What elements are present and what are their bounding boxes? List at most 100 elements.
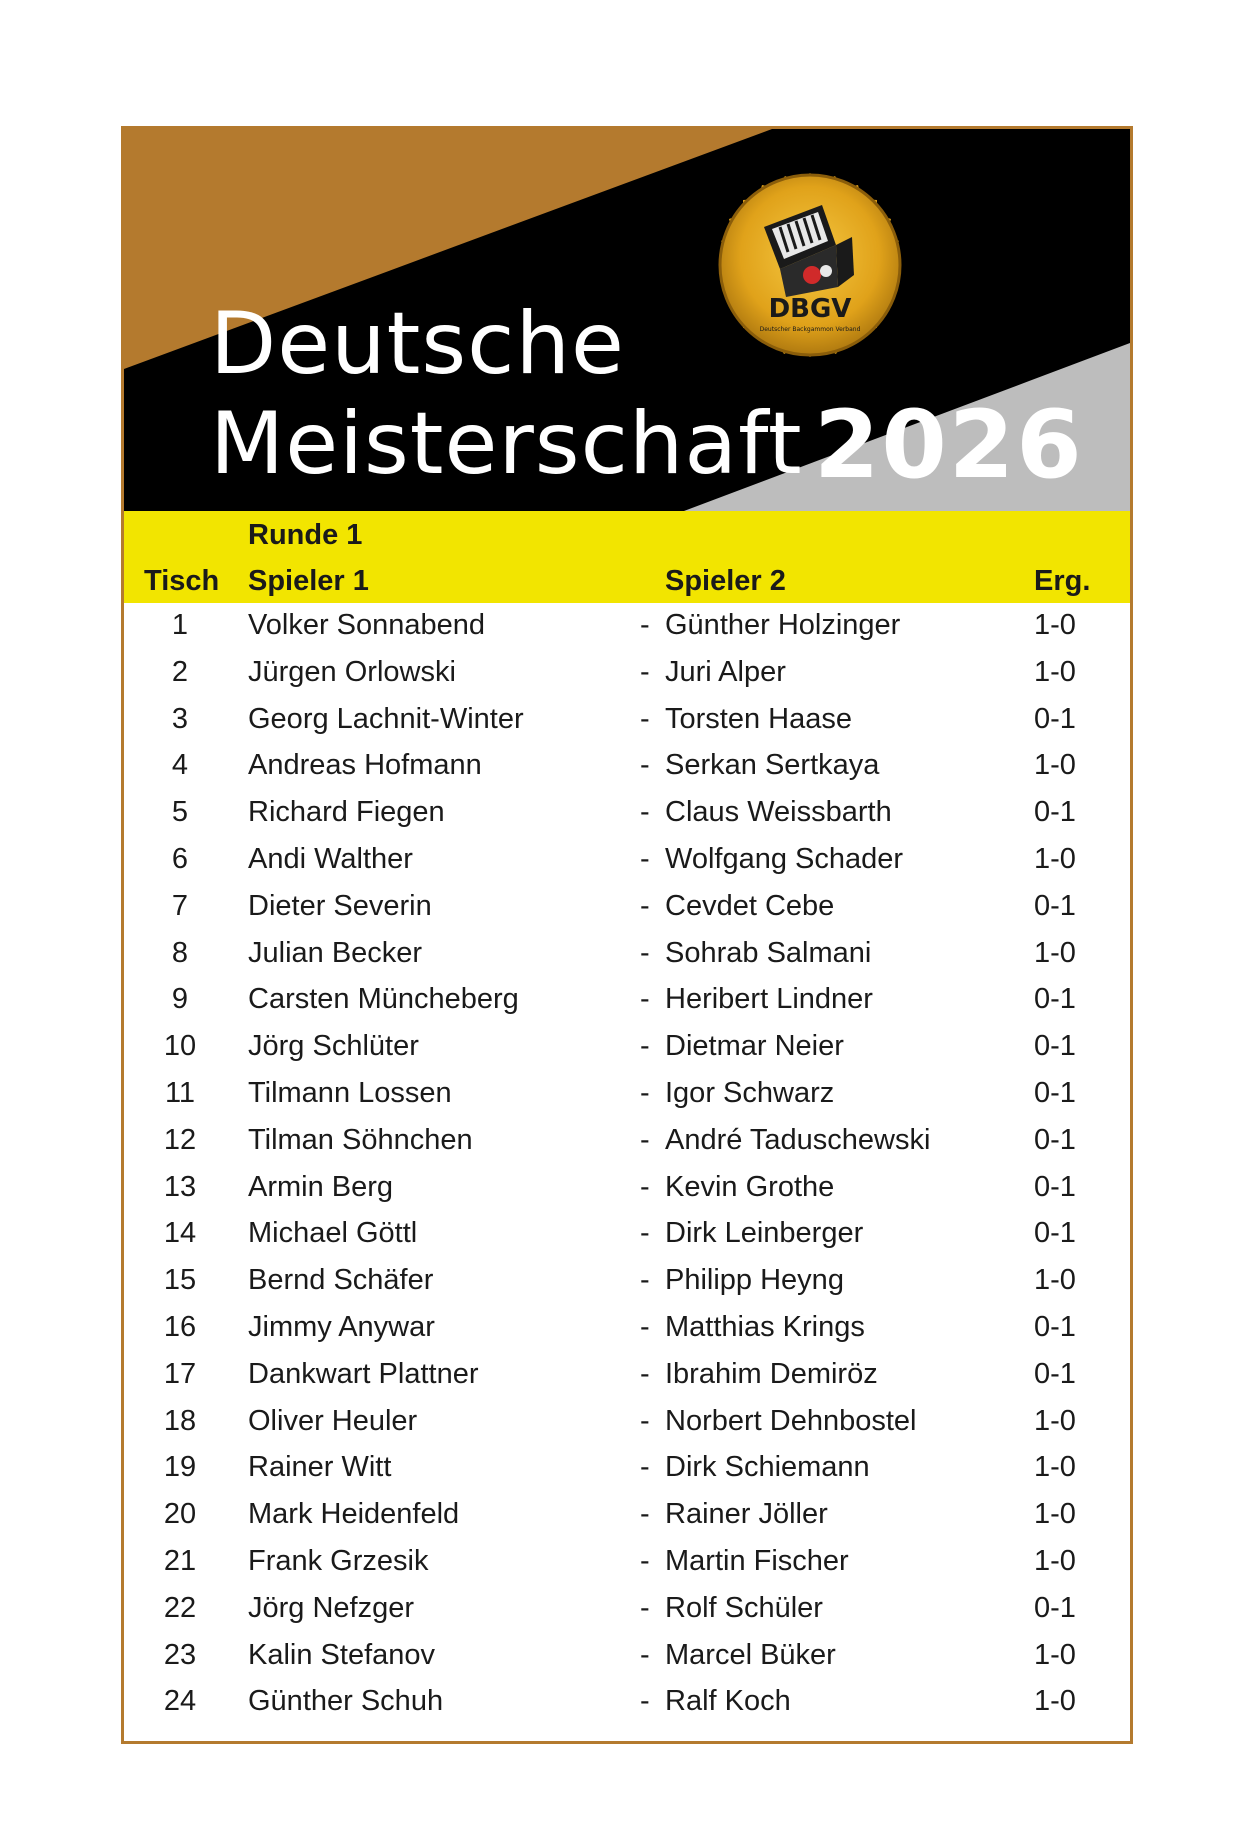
- player2-name: Rainer Jöller: [665, 1498, 828, 1531]
- player1-name: Georg Lachnit-Winter: [248, 702, 524, 735]
- player2-name: Serkan Sertkaya: [665, 749, 880, 782]
- table-row: 10 Jörg Schlüter - Dietmar Neier 0-1: [124, 1024, 1130, 1071]
- result: 0-1: [1034, 796, 1076, 829]
- separator-dash: -: [640, 1685, 650, 1718]
- backgammon-board-icon: [764, 205, 854, 297]
- player2-name: Ibrahim Demiröz: [665, 1357, 878, 1390]
- player2-name: Sohrab Salmani: [665, 936, 872, 969]
- table-row: 17 Dankwart Plattner - Ibrahim Demiröz 0-1: [124, 1352, 1130, 1399]
- separator-dash: -: [640, 609, 650, 641]
- table-row: 15 Bernd Schäfer - Philipp Heyng 1-0: [124, 1258, 1130, 1305]
- result: 1-0: [1034, 1638, 1076, 1671]
- svg-text:Deutscher Backgammon Verband: Deutscher Backgammon Verband: [760, 326, 861, 333]
- table-number: 10: [163, 1030, 197, 1063]
- banner-background: [124, 129, 1130, 511]
- separator-dash: -: [640, 1310, 650, 1343]
- table-number: 15: [163, 1264, 197, 1297]
- player1-name: Volker Sonnabend: [248, 609, 486, 641]
- table-number: 23: [163, 1638, 197, 1671]
- player2-name: Juri Alper: [665, 655, 786, 688]
- separator-dash: -: [640, 1170, 650, 1203]
- player1-name: Rainer Witt: [248, 1451, 392, 1484]
- result: 0-1: [1034, 1170, 1076, 1203]
- player1-name: Mark Heidenfeld: [248, 1498, 460, 1531]
- player1-name: Jimmy Anywar: [248, 1310, 435, 1343]
- player2-name: Heribert Lindner: [665, 983, 873, 1016]
- result: 0-1: [1034, 1591, 1076, 1624]
- result: 0-1: [1034, 1357, 1076, 1390]
- title-line-2: Meisterschaft: [210, 394, 803, 494]
- separator-dash: -: [640, 796, 650, 829]
- player2-name: Martin Fischer: [665, 1544, 849, 1577]
- player1-name: Julian Becker: [248, 936, 423, 969]
- player2-name: Matthias Krings: [665, 1310, 865, 1343]
- table-number: 3: [171, 702, 189, 735]
- table-number: 13: [163, 1170, 197, 1203]
- result: 1-0: [1034, 1685, 1076, 1718]
- player2-name: Günther Holzinger: [665, 609, 901, 641]
- table-row: 18 Oliver Heuler - Norbert Dehnbostel 1-0: [124, 1399, 1130, 1446]
- player1-name: Dieter Severin: [248, 889, 432, 922]
- result: 0-1: [1034, 983, 1076, 1016]
- result: 0-1: [1034, 702, 1076, 735]
- header-result: Erg.: [1034, 565, 1091, 597]
- separator-dash: -: [640, 1591, 650, 1624]
- separator-dash: -: [640, 1638, 650, 1671]
- grey-stripe: [684, 343, 1130, 511]
- title-line-1: Deutsche: [210, 294, 625, 394]
- table-number: 7: [171, 889, 189, 922]
- dbgv-logo: DBGV Deutscher Backgammon Verband: [702, 157, 918, 373]
- separator-dash: -: [640, 1217, 650, 1250]
- result: 0-1: [1034, 1030, 1076, 1063]
- table-row: 24 Günther Schuh - Ralf Koch 1-0: [124, 1679, 1130, 1726]
- result: 1-0: [1034, 609, 1076, 641]
- player1-name: Tilmann Lossen: [248, 1076, 452, 1109]
- separator-dash: -: [640, 983, 650, 1016]
- separator-dash: -: [640, 1544, 650, 1577]
- separator-dash: -: [640, 1264, 650, 1297]
- result: 0-1: [1034, 1076, 1076, 1109]
- table-number: 14: [163, 1217, 197, 1250]
- player1-name: Tilman Söhnchen: [248, 1123, 473, 1156]
- table-number: 16: [163, 1310, 197, 1343]
- table-number: 1: [171, 609, 189, 641]
- separator-dash: -: [640, 702, 650, 735]
- table-number: 21: [163, 1544, 197, 1577]
- header-table: Tisch: [144, 565, 220, 597]
- player1-name: Armin Berg: [248, 1170, 394, 1203]
- player2-name: Philipp Heyng: [665, 1264, 844, 1297]
- table-row: 16 Jimmy Anywar - Matthias Krings 0-1: [124, 1305, 1130, 1352]
- player2-name: Ralf Koch: [665, 1685, 791, 1718]
- table-number: 8: [171, 936, 189, 969]
- table-header: Runde 1 Tisch Spieler 1 Spieler 2 Erg.: [124, 511, 1130, 603]
- table-row: 1 Volker Sonnabend - Günther Holzinger 1-0: [124, 603, 1130, 650]
- player1-name: Richard Fiegen: [248, 796, 445, 829]
- separator-dash: -: [640, 1451, 650, 1484]
- result: 1-0: [1034, 749, 1076, 782]
- table-number: 5: [171, 796, 189, 829]
- player2-name: Norbert Dehnbostel: [665, 1404, 917, 1437]
- player2-name: Kevin Grothe: [665, 1170, 835, 1203]
- title-banner: DBGV Deutscher Backgammon Verband Deutsc…: [124, 129, 1130, 511]
- player1-name: Dankwart Plattner: [248, 1357, 479, 1390]
- table-row: 14 Michael Göttl - Dirk Leinberger 0-1: [124, 1211, 1130, 1258]
- player2-name: Wolfgang Schader: [665, 842, 904, 875]
- player1-name: Andi Walther: [248, 842, 413, 875]
- header-player1: Spieler 1: [248, 565, 369, 597]
- table-number: 22: [163, 1591, 197, 1624]
- player1-name: Jörg Schlüter: [248, 1030, 419, 1063]
- player1-name: Michael Göttl: [248, 1217, 418, 1250]
- result: 0-1: [1034, 1310, 1076, 1343]
- separator-dash: -: [640, 889, 650, 922]
- result: 1-0: [1034, 1264, 1076, 1297]
- table-row: 4 Andreas Hofmann - Serkan Sertkaya 1-0: [124, 743, 1130, 790]
- player1-name: Jörg Nefzger: [248, 1591, 415, 1624]
- separator-dash: -: [640, 1498, 650, 1531]
- table-row: 22 Jörg Nefzger - Rolf Schüler 0-1: [124, 1586, 1130, 1633]
- table-row: 7 Dieter Severin - Cevdet Cebe 0-1: [124, 884, 1130, 931]
- table-row: 21 Frank Grzesik - Martin Fischer 1-0: [124, 1539, 1130, 1586]
- separator-dash: -: [640, 1123, 650, 1156]
- player1-name: Kalin Stefanov: [248, 1638, 436, 1671]
- table-number: 12: [163, 1123, 197, 1156]
- table-number: 4: [171, 749, 189, 782]
